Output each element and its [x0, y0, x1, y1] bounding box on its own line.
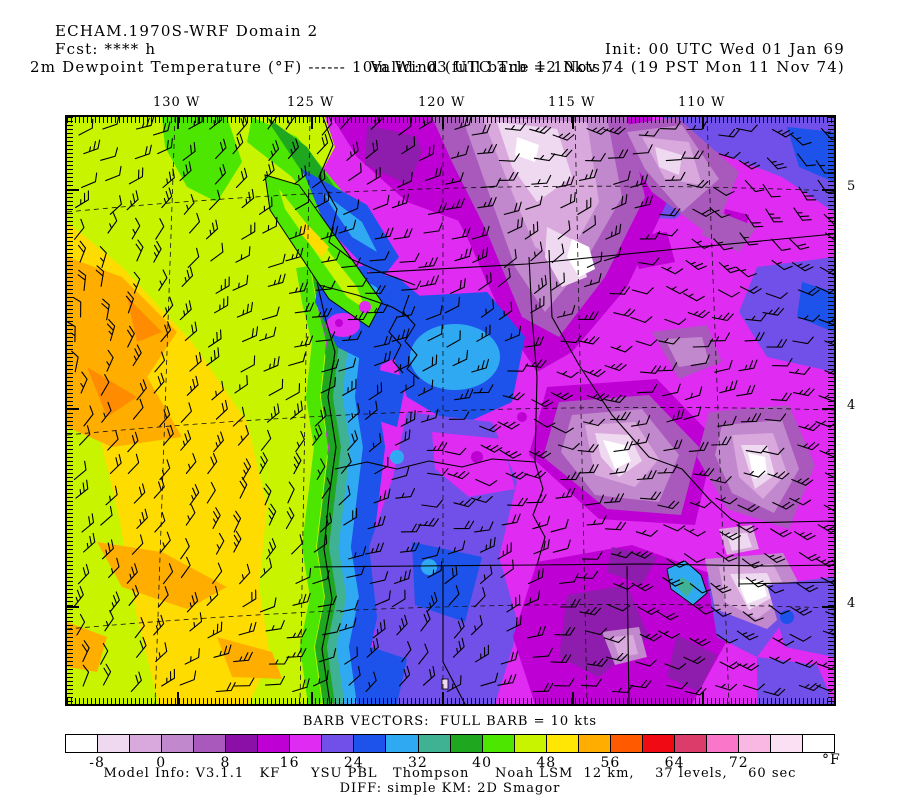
colorbar-cell	[481, 735, 514, 752]
map-canvas	[67, 117, 834, 704]
field-and-wind-label: 2m Dewpoint Temperature (°F) ------ 10m …	[30, 58, 609, 76]
colorbar-tick-label: 64	[664, 755, 685, 771]
colorbar-tick-label: 24	[343, 755, 364, 771]
colorbar-tick-label: 72	[728, 755, 749, 771]
major-tick	[177, 692, 179, 704]
major-tick	[67, 189, 79, 191]
lat-label: 4	[847, 596, 857, 611]
major-tick	[67, 606, 79, 608]
colorbar-cell	[97, 735, 130, 752]
header-line-2: Fcst: **** h Valid: 03 UTC Tue 12 Nov 74…	[0, 22, 900, 76]
major-tick	[822, 408, 834, 410]
major-tick	[311, 117, 313, 129]
major-tick	[822, 189, 834, 191]
colorbar-cell	[193, 735, 226, 752]
colorbar-cell	[449, 735, 482, 752]
major-tick	[572, 117, 574, 129]
colorbar-cell	[257, 735, 290, 752]
colorbar-tick-label: 0	[156, 755, 167, 771]
dewpoint-colorbar	[65, 734, 835, 753]
major-tick	[822, 606, 834, 608]
colorbar-tick-label: 56	[600, 755, 621, 771]
colorbar-cell	[545, 735, 578, 752]
lat-label: 5	[847, 179, 857, 194]
major-tick	[702, 117, 704, 129]
colorbar-cell	[289, 735, 322, 752]
major-tick	[442, 692, 444, 704]
colorbar-tick-label: 8	[220, 755, 231, 771]
major-tick	[177, 117, 179, 129]
colorbar-tick-label: 48	[536, 755, 557, 771]
forecast-hour: Fcst: **** h	[55, 40, 157, 58]
colorbar-cell	[513, 735, 546, 752]
colorbar-cell	[770, 735, 803, 752]
lon-label: 125 W	[287, 95, 335, 110]
lon-label: 120 W	[418, 95, 466, 110]
colorbar-tick-label: -8	[89, 755, 105, 771]
valid-time: Valid: 03 UTC Tue 12 Nov 74 (19 PST Mon …	[370, 58, 845, 76]
colorbar-unit-label: °F	[822, 752, 841, 768]
colorbar-tick-label: 32	[407, 755, 428, 771]
major-tick	[442, 117, 444, 129]
colorbar-cell	[129, 735, 162, 752]
colorbar-cell	[705, 735, 738, 752]
lat-label: 4	[847, 398, 857, 413]
colorbar-cell	[417, 735, 450, 752]
diffusion-line: DIFF: simple KM: 2D Smagor	[339, 781, 561, 796]
header-line-1: ECHAM.1970S-WRF Domain 2 Init: 00 UTC We…	[0, 4, 900, 58]
barb-legend-note: BARB VECTORS: FULL BARB = 10 kts	[302, 714, 598, 729]
major-tick	[311, 692, 313, 704]
model-title: ECHAM.1970S-WRF Domain 2	[55, 22, 319, 40]
colorbar-cell	[353, 735, 386, 752]
map-frame	[65, 115, 836, 706]
wind-barbs	[67, 117, 834, 697]
colorbar-tick-label: 16	[279, 755, 300, 771]
major-tick	[572, 692, 574, 704]
lon-label: 115 W	[548, 95, 596, 110]
colorbar-cell	[641, 735, 674, 752]
major-tick	[67, 408, 79, 410]
latlon-graticule	[67, 117, 834, 704]
lon-label: 110 W	[678, 95, 726, 110]
dewpoint-filled-contours	[67, 117, 834, 704]
header-line-3: 2m Dewpoint Temperature (°F) ------ 10m …	[0, 40, 900, 76]
colorbar-cell	[737, 735, 771, 752]
lon-label: 130 W	[153, 95, 201, 110]
colorbar-cell	[609, 735, 642, 752]
model-config-line: Model Info: V3.1.1 KF YSU PBL Thompson N…	[103, 766, 797, 781]
colorbar-cell	[321, 735, 354, 752]
colorbar-cell	[161, 735, 194, 752]
major-tick	[702, 692, 704, 704]
colorbar-cell	[66, 735, 98, 752]
coast-and-state-borders	[313, 117, 834, 704]
init-time: Init: 00 UTC Wed 01 Jan 69	[605, 40, 845, 58]
colorbar-cell	[225, 735, 258, 752]
colorbar-tick-label: 40	[472, 755, 492, 771]
colorbar-cell	[673, 735, 706, 752]
colorbar-cell	[385, 735, 418, 752]
colorbar-cell	[802, 735, 835, 752]
colorbar-cell	[577, 735, 610, 752]
